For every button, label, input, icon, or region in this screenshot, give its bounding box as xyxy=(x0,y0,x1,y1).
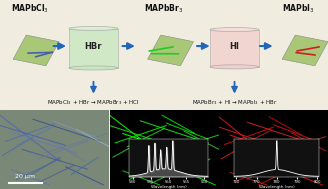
Text: 20 μm: 20 μm xyxy=(15,174,35,179)
Ellipse shape xyxy=(210,65,259,69)
Text: HBr: HBr xyxy=(85,42,102,50)
Text: MAPbCl$_3$: MAPbCl$_3$ xyxy=(10,2,49,15)
Bar xyxy=(69,29,118,68)
Text: MAPbCl$_3$ + HBr → MAPbBr$_3$ + HCl: MAPbCl$_3$ + HBr → MAPbBr$_3$ + HCl xyxy=(47,99,140,108)
Text: HI: HI xyxy=(230,42,239,50)
Ellipse shape xyxy=(215,28,254,31)
Polygon shape xyxy=(13,35,59,66)
Text: MAPbI$_3$: MAPbI$_3$ xyxy=(282,2,315,15)
Polygon shape xyxy=(282,35,328,66)
Ellipse shape xyxy=(210,28,259,32)
Ellipse shape xyxy=(74,27,113,30)
Text: MAPbBr$_3$ + HI → MAPbI$_3$ + HBr: MAPbBr$_3$ + HI → MAPbI$_3$ + HBr xyxy=(192,99,277,108)
Text: MAPbBr$_3$: MAPbBr$_3$ xyxy=(144,2,184,15)
Polygon shape xyxy=(148,35,194,66)
Bar xyxy=(210,30,259,67)
Ellipse shape xyxy=(69,66,118,70)
Ellipse shape xyxy=(69,26,118,31)
